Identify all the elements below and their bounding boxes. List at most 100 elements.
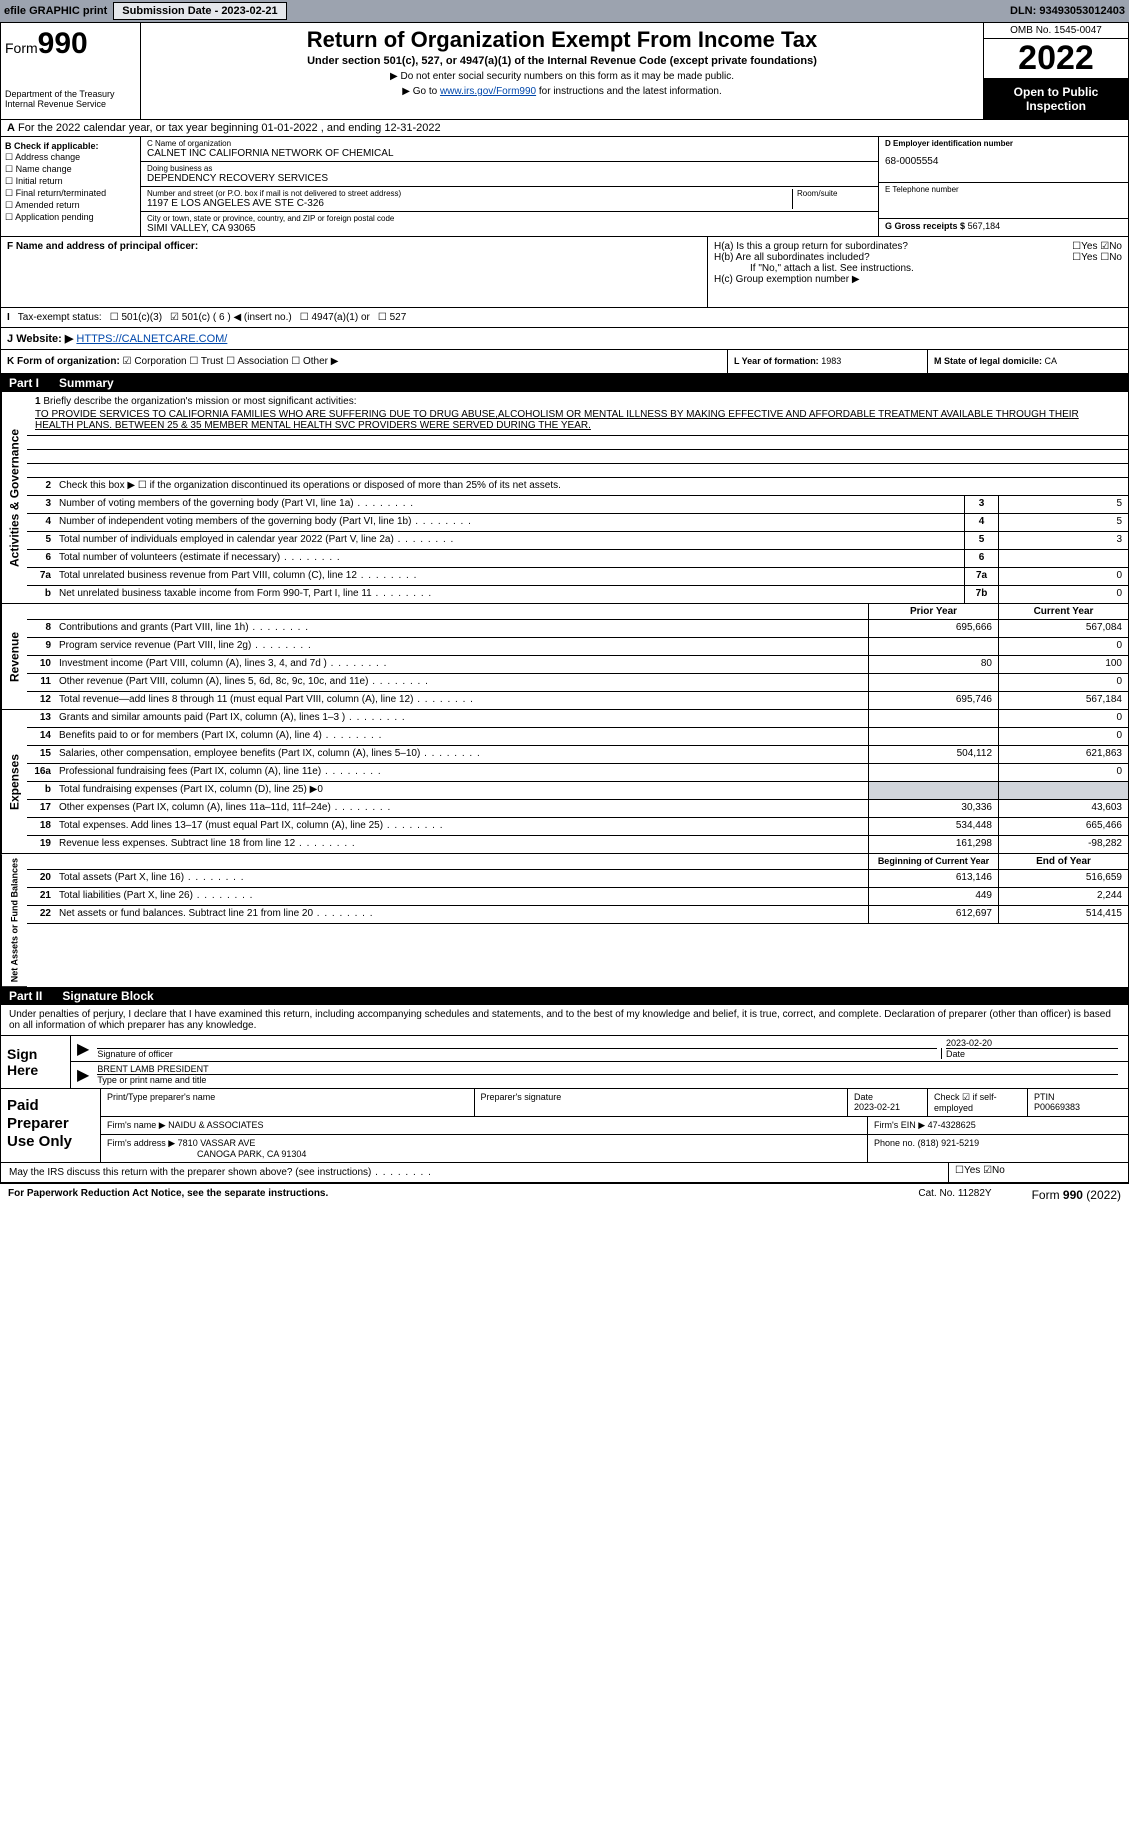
website-label: Website: ▶ <box>16 333 73 345</box>
line-text: Total unrelated business revenue from Pa… <box>55 568 964 585</box>
row-j-website: J Website: ▶ HTTPS://CALNETCARE.COM/ <box>1 328 1128 350</box>
efile-label: efile GRAPHIC print <box>4 5 107 17</box>
chk-name-change[interactable]: Name change <box>5 164 136 175</box>
col-f-officer: F Name and address of principal officer: <box>1 237 708 307</box>
section-expenses: Expenses 13 Grants and similar amounts p… <box>1 710 1128 854</box>
line-value: 5 <box>998 514 1128 531</box>
dept-label: Department of the Treasury <box>5 89 136 99</box>
line-text: Total number of individuals employed in … <box>55 532 964 549</box>
note-ssn: ▶ Do not enter social security numbers o… <box>151 71 973 82</box>
prep-row-3: Firm's address ▶ 7810 VASSAR AVE CANOGA … <box>101 1135 1128 1162</box>
chk-application-pending[interactable]: Application pending <box>5 212 136 223</box>
cell-gross-receipts: G Gross receipts $ 567,184 <box>879 219 1128 233</box>
col-k-form-org: K Form of organization: ☑ Corporation ☐ … <box>1 350 728 373</box>
part2-title: Signature Block <box>62 989 153 1003</box>
opt-501c3[interactable]: ☐ 501(c)(3) <box>110 312 162 323</box>
opt-501c[interactable]: ☑ 501(c) ( 6 ) ◀ (insert no.) <box>170 312 292 323</box>
pycy-header: Prior Year Current Year <box>27 604 1128 620</box>
sign-here-block: Sign Here ▶ Signature of officer 2023-02… <box>1 1036 1128 1089</box>
governance-content: 1 Briefly describe the organization's mi… <box>27 392 1128 604</box>
beginning-year-header: Beginning of Current Year <box>868 854 998 869</box>
line-py <box>868 710 998 727</box>
tax-year: 2022 <box>984 39 1128 79</box>
prep-date-label: Date <box>854 1092 921 1102</box>
line-num: 14 <box>27 728 55 745</box>
opt-association[interactable]: Association <box>237 356 288 367</box>
gov-line: 6 Total number of volunteers (estimate i… <box>27 550 1128 568</box>
blank-line <box>27 464 1128 478</box>
submission-date-button[interactable]: Submission Date - 2023-02-21 <box>113 2 286 20</box>
prep-addr2-value: CANOGA PARK, CA 91304 <box>107 1149 861 1159</box>
line-text: Total assets (Part X, line 16) <box>55 870 868 887</box>
line-py: 504,112 <box>868 746 998 763</box>
opt-4947[interactable]: ☐ 4947(a)(1) or <box>300 312 370 323</box>
gross-value: 567,184 <box>968 221 1001 231</box>
vtab-revenue: Revenue <box>1 604 27 710</box>
prep-name-label: Print/Type preparer's name <box>107 1092 468 1102</box>
discuss-text: May the IRS discuss this return with the… <box>1 1163 948 1182</box>
gov-line: 2 Check this box ▶ ☐ if the organization… <box>27 478 1128 496</box>
line-num: 19 <box>27 836 55 853</box>
line-text: Grants and similar amounts paid (Part IX… <box>55 710 868 727</box>
header-center: Return of Organization Exempt From Incom… <box>141 23 983 119</box>
opt-trust[interactable]: Trust <box>201 356 223 367</box>
state-domicile-value: CA <box>1045 356 1058 366</box>
footer-left: For Paperwork Reduction Act Notice, see … <box>8 1188 878 1202</box>
data-line: 20 Total assets (Part X, line 16) 613,14… <box>27 870 1128 888</box>
footer-right: Form 990 (2022) <box>1032 1188 1121 1202</box>
cell-org-name: C Name of organization CALNET INC CALIFO… <box>141 137 878 162</box>
line-py <box>868 764 998 781</box>
form-num: 990 <box>38 27 88 60</box>
col-b-header: B Check if applicable: <box>5 141 99 151</box>
prep-row-2: Firm's name ▶ NAIDU & ASSOCIATES Firm's … <box>101 1117 1128 1135</box>
line-py: 613,146 <box>868 870 998 887</box>
line-text: Salaries, other compensation, employee b… <box>55 746 868 763</box>
line-num: 6 <box>27 550 55 567</box>
prep-selfemp-label: Check ☑ if self-employed <box>934 1092 1021 1113</box>
ein-label: D Employer identification number <box>885 139 1013 148</box>
line-text: Total expenses. Add lines 13–17 (must eq… <box>55 818 868 835</box>
cell-ein: D Employer identification number 68-0005… <box>879 137 1128 183</box>
prep-ptin-label: PTIN <box>1034 1092 1122 1102</box>
chk-final-return[interactable]: Final return/terminated <box>5 188 136 199</box>
line-value: 0 <box>998 568 1128 585</box>
opt-corporation[interactable]: Corporation <box>134 356 186 367</box>
col-h-group: H(a) Is this a group return for subordin… <box>708 237 1128 307</box>
line-py: 449 <box>868 888 998 905</box>
irs-link[interactable]: www.irs.gov/Form990 <box>440 86 536 97</box>
city-value: SIMI VALLEY, CA 93065 <box>147 223 872 234</box>
line-num: 10 <box>27 656 55 673</box>
line-cy: 621,863 <box>998 746 1128 763</box>
line-num: 4 <box>27 514 55 531</box>
line-text: Contributions and grants (Part VIII, lin… <box>55 620 868 637</box>
data-line: 13 Grants and similar amounts paid (Part… <box>27 710 1128 728</box>
opt-527[interactable]: ☐ 527 <box>378 312 406 323</box>
line-box: 7b <box>964 586 998 603</box>
line-num: 5 <box>27 532 55 549</box>
part1-title: Summary <box>59 376 114 390</box>
block-fh: F Name and address of principal officer:… <box>1 237 1128 308</box>
row-a-tax-year: A For the 2022 calendar year, or tax yea… <box>1 120 1128 137</box>
line-num: 18 <box>27 818 55 835</box>
chk-initial-return[interactable]: Initial return <box>5 176 136 187</box>
year-formation-value: 1983 <box>821 356 841 366</box>
chk-address-change[interactable]: Address change <box>5 152 136 163</box>
chk-amended-return[interactable]: Amended return <box>5 200 136 211</box>
line-value: 5 <box>998 496 1128 513</box>
col-c-org-info: C Name of organization CALNET INC CALIFO… <box>141 137 878 236</box>
opt-other[interactable]: Other ▶ <box>303 356 338 367</box>
line1-text: TO PROVIDE SERVICES TO CALIFORNIA FAMILI… <box>35 409 1120 431</box>
current-year-header: Current Year <box>998 604 1128 619</box>
blank-line <box>27 450 1128 464</box>
line-box: 7a <box>964 568 998 585</box>
gov-line: 5 Total number of individuals employed i… <box>27 532 1128 550</box>
gov-line: 3 Number of voting members of the govern… <box>27 496 1128 514</box>
note-link: ▶ Go to www.irs.gov/Form990 for instruct… <box>151 86 973 97</box>
data-line: 17 Other expenses (Part IX, column (A), … <box>27 800 1128 818</box>
vtab-net-assets: Net Assets or Fund Balances <box>1 854 27 987</box>
data-line: 11 Other revenue (Part VIII, column (A),… <box>27 674 1128 692</box>
prep-firm-label: Firm's name ▶ <box>107 1120 166 1130</box>
revenue-content: Prior Year Current Year 8 Contributions … <box>27 604 1128 710</box>
website-link[interactable]: HTTPS://CALNETCARE.COM/ <box>76 333 227 345</box>
vtab-governance: Activities & Governance <box>1 392 27 604</box>
